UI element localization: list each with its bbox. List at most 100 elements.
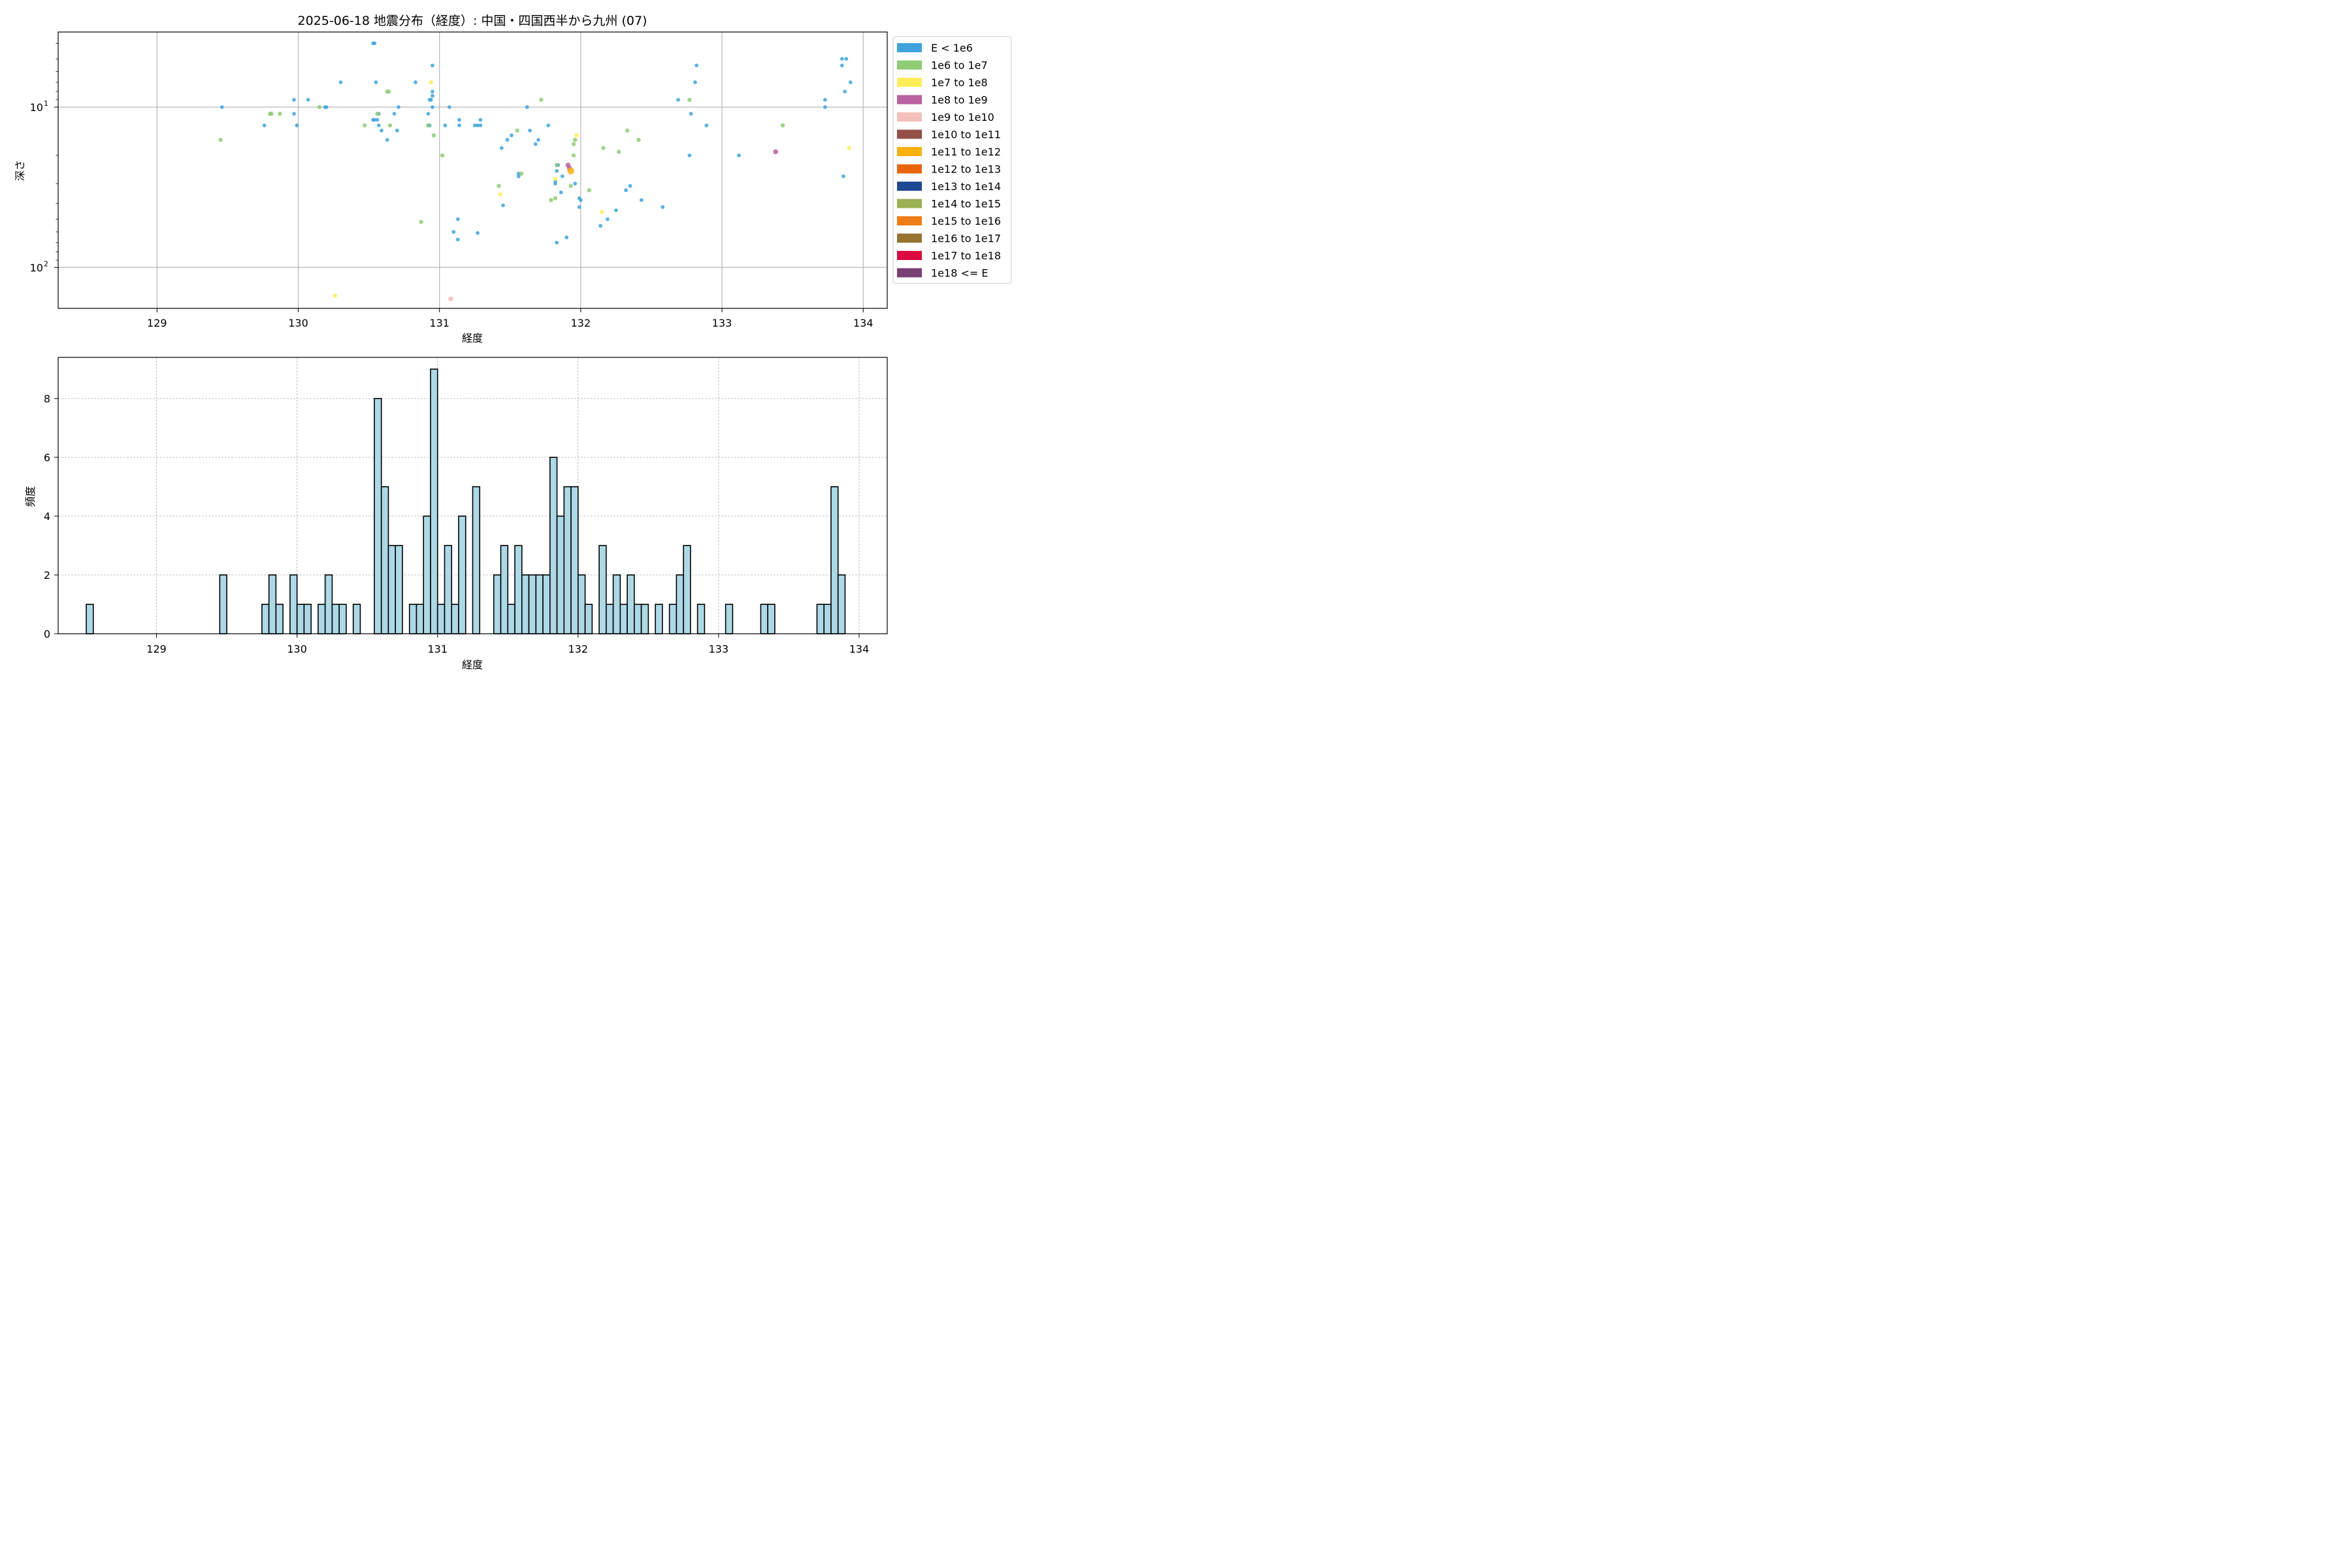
- scatter-point: [704, 123, 709, 127]
- scatter-point: [269, 111, 274, 116]
- legend-swatch: [897, 251, 922, 260]
- legend-swatch: [897, 78, 922, 87]
- legend-label: 1e11 to 1e12: [931, 146, 1001, 158]
- scatter-point: [625, 128, 630, 133]
- scatter-point: [324, 105, 329, 109]
- scatter-point: [554, 163, 559, 167]
- scatter-point: [600, 210, 604, 214]
- scatter-point: [549, 198, 553, 203]
- scatter-point: [476, 123, 480, 127]
- legend-label: E < 1e6: [931, 42, 973, 54]
- scatter-point: [525, 105, 529, 109]
- scatter-points: [218, 41, 853, 302]
- scatter-y-tick-exponent: 2: [44, 259, 48, 268]
- scatter-point: [515, 128, 519, 133]
- histogram-bar: [619, 604, 628, 634]
- scatter-point: [429, 97, 433, 102]
- scatter-point: [823, 105, 827, 109]
- scatter-x-ticks: 129 130 131 132 133 134: [147, 308, 874, 329]
- scatter-point: [455, 237, 460, 242]
- scatter-point: [397, 105, 400, 109]
- histogram-bar: [268, 574, 277, 634]
- legend-swatch: [897, 129, 922, 139]
- scatter-point: [457, 123, 461, 127]
- scatter-point: [457, 118, 461, 122]
- histogram-bar: [352, 604, 361, 634]
- histogram-bar: [556, 515, 565, 634]
- scatter-point: [553, 176, 558, 181]
- legend-swatch: [897, 164, 922, 174]
- histogram-bar: [816, 604, 825, 634]
- histogram-bar: [261, 604, 270, 634]
- scatter-point: [430, 90, 434, 94]
- scatter-point: [472, 123, 477, 127]
- scatter-point: [573, 182, 578, 186]
- scatter-x-tick-label: 129: [147, 317, 167, 329]
- histogram-bar: [444, 545, 453, 634]
- scatter-point: [385, 138, 389, 142]
- histogram-bar: [507, 604, 515, 634]
- scatter-y-axis-label: 深さ: [14, 160, 26, 181]
- histogram-y-axis-label: 頻度: [24, 486, 37, 507]
- scatter-y-tick-exponent: 1: [44, 99, 48, 108]
- histogram-bar: [296, 604, 305, 634]
- histogram-bar: [500, 545, 509, 634]
- scatter-point: [539, 97, 544, 102]
- histogram-x-tick-label: 129: [146, 643, 167, 655]
- scatter-point: [639, 198, 644, 203]
- scatter-point: [448, 296, 453, 302]
- scatter-point: [840, 63, 844, 68]
- scatter-point: [844, 57, 849, 61]
- scatter-point: [374, 80, 378, 84]
- histogram-bars: [86, 368, 846, 634]
- scatter-point: [693, 80, 697, 84]
- histogram-bar: [289, 574, 298, 634]
- histogram-bar: [338, 604, 347, 634]
- histogram-bar: [584, 604, 593, 634]
- scatter-point: [694, 63, 699, 68]
- histogram-bar: [627, 574, 635, 634]
- scatter-point: [687, 153, 692, 157]
- scatter-frame: [57, 31, 888, 309]
- legend-label: 1e8 to 1e9: [931, 94, 988, 106]
- scatter-point: [317, 105, 322, 110]
- scatter-point: [333, 293, 337, 298]
- histogram-y-tick-label: 8: [44, 393, 50, 405]
- figure: 2025-06-18 地震分布（経度）: 中国・四国西半から九州 (07) 12…: [0, 0, 1019, 679]
- histogram-grid: [58, 357, 887, 634]
- histogram-x-axis-label: 経度: [462, 659, 483, 671]
- scatter-point: [278, 111, 282, 116]
- scatter-point: [430, 63, 434, 68]
- legend-label: 1e15 to 1e16: [931, 215, 1001, 227]
- scatter-point: [516, 171, 521, 176]
- histogram-bar: [458, 515, 466, 634]
- histogram-bar: [436, 604, 446, 634]
- scatter-point: [505, 138, 510, 142]
- scatter-point: [737, 153, 741, 157]
- scatter-point: [573, 137, 578, 142]
- scatter-y-tick-label: 10: [30, 261, 43, 274]
- legend-label: 1e10 to 1e11: [931, 129, 1001, 141]
- scatter-point: [571, 153, 576, 158]
- scatter-point: [848, 80, 853, 84]
- scatter-point: [847, 146, 851, 150]
- histogram-bar: [823, 604, 832, 634]
- scatter-point: [501, 203, 505, 208]
- scatter-point: [478, 123, 483, 127]
- histogram-bar: [542, 574, 551, 634]
- chart-canvas: 2025-06-18 地震分布（経度）: 中国・四国西半から九州 (07) 12…: [14, 14, 1012, 671]
- scatter-point: [338, 80, 343, 84]
- scatter-point: [601, 146, 606, 150]
- scatter-point: [455, 217, 460, 221]
- scatter-y-tick-label: 10: [30, 101, 43, 114]
- scatter-point: [430, 105, 434, 109]
- scatter-point: [840, 57, 844, 61]
- histogram-bar: [423, 515, 431, 634]
- scatter-point: [578, 198, 583, 203]
- scatter-point: [555, 240, 559, 245]
- histogram-bar: [760, 604, 768, 634]
- histogram-bar: [634, 604, 642, 634]
- scatter-point: [262, 123, 267, 127]
- histogram-bar: [612, 574, 621, 634]
